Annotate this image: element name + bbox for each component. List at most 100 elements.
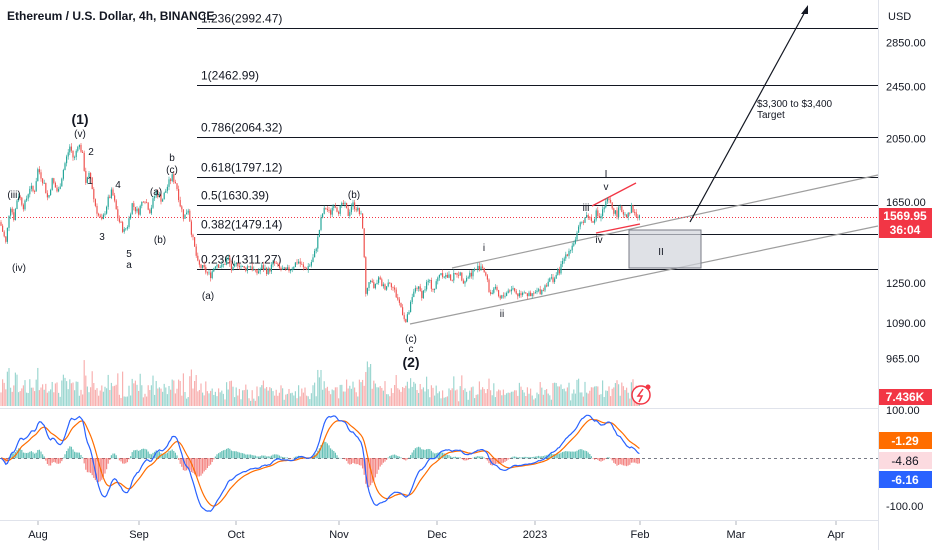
macd-hist-bar	[67, 448, 69, 459]
candle-body	[515, 290, 517, 294]
macd-hist-bar	[171, 449, 173, 459]
macd-hist-bar	[197, 458, 199, 477]
wave-label-I: I	[605, 169, 608, 180]
candle-body	[610, 199, 612, 203]
candle-body	[421, 291, 423, 299]
candle-body	[18, 196, 20, 201]
volume-bar	[339, 384, 341, 406]
candle-body	[14, 208, 16, 221]
macd-hist-bar	[445, 453, 447, 459]
volume-bar	[509, 392, 511, 406]
volume-bar	[98, 395, 100, 406]
volume-bar	[101, 385, 103, 406]
candle-body	[251, 266, 253, 271]
wave-ii-target-box	[628, 229, 702, 269]
macd-hist-bar	[224, 449, 226, 459]
candle-body	[162, 199, 164, 202]
macd-hist-bar	[102, 458, 104, 477]
candle-body	[403, 315, 405, 320]
macd-hist-bar	[458, 457, 460, 459]
candle-body	[110, 189, 112, 198]
macd-hist-bar	[517, 457, 519, 459]
macd-hist-bar	[138, 450, 140, 459]
volume-bar	[555, 382, 557, 406]
macd-hist-bar	[115, 455, 117, 459]
volume-bar	[446, 396, 448, 406]
volume-bar	[470, 387, 472, 406]
candle-body	[597, 210, 599, 217]
volume-bar	[450, 390, 452, 406]
volume-bar	[110, 382, 112, 406]
volume-bar	[563, 388, 565, 406]
volume-bar	[147, 385, 149, 406]
last-price-badge: 1569.95 36:04	[879, 208, 932, 238]
macd-hist-bar	[182, 458, 184, 471]
macd-hist-bar	[350, 458, 352, 465]
time-axis[interactable]: Aug Sep Oct Nov Dec 2023 Feb Mar Apr	[28, 521, 845, 541]
volume-bar	[11, 391, 13, 406]
candle-body	[621, 206, 623, 212]
volume-bar	[336, 387, 338, 406]
candle-body	[363, 228, 365, 258]
candle-body	[443, 276, 445, 278]
candle-body	[306, 268, 308, 270]
macd-hist-bar	[494, 458, 496, 464]
candle-body	[298, 261, 300, 264]
macd-hist-bar	[358, 458, 360, 466]
candle-body	[275, 262, 277, 264]
macd-hist-bar	[261, 455, 263, 459]
volume-bar	[418, 392, 420, 406]
macd-hist-bar	[256, 456, 258, 459]
volume-bar	[386, 394, 388, 406]
volume-bar	[584, 381, 586, 406]
candle-body	[366, 287, 368, 294]
time-label-7: Mar	[727, 529, 746, 541]
volume-value: 7.436K	[886, 390, 925, 404]
candle-body	[109, 196, 111, 198]
macd-hist-bar	[426, 449, 428, 459]
volume-bar	[264, 388, 266, 406]
candle-body	[554, 278, 556, 282]
candle-body	[378, 277, 380, 283]
candle-body	[237, 263, 239, 266]
volume-bar	[370, 363, 372, 406]
volume-bar	[397, 388, 399, 406]
candle-body	[339, 205, 341, 214]
macd-hist-bar	[491, 458, 493, 466]
volume-bar	[413, 381, 415, 406]
alert-icon[interactable]	[631, 384, 651, 405]
candle-body	[197, 255, 199, 261]
candle-body	[42, 178, 44, 184]
volume-bar	[216, 396, 218, 406]
candle-body	[130, 214, 132, 219]
macd-hist-bar	[192, 458, 194, 473]
macd-hist-bar	[421, 449, 423, 459]
macd-hist-bar	[558, 453, 560, 459]
candle-body	[483, 267, 485, 273]
volume-bar	[227, 389, 229, 406]
volume-bar	[224, 399, 226, 406]
volume-bar	[448, 388, 450, 406]
candle-body	[206, 272, 208, 274]
candle-body	[203, 265, 205, 268]
volume-bar	[403, 388, 405, 406]
candle-body	[461, 272, 463, 281]
volume-bar	[146, 396, 148, 406]
macd-hist-bar	[202, 458, 204, 474]
wave-label-(b)-nov: (b)	[348, 190, 360, 201]
volume-bar	[242, 390, 244, 406]
candle-body	[429, 280, 431, 281]
macd-hist-bar	[584, 450, 586, 459]
volume-bar	[205, 381, 207, 406]
candle-body	[118, 218, 120, 222]
macd-hist-bar	[530, 457, 532, 459]
macd-hist-bar	[211, 458, 213, 463]
candle-body	[394, 287, 396, 290]
candle-body	[346, 202, 348, 209]
candle-body	[571, 245, 573, 251]
candle-body	[477, 265, 479, 270]
volume-bar	[549, 395, 551, 406]
candle-body	[422, 290, 424, 299]
price-axis[interactable]: USD 2850.00 2450.00 2050.00 1650.00 1250.00 1…	[886, 11, 926, 365]
